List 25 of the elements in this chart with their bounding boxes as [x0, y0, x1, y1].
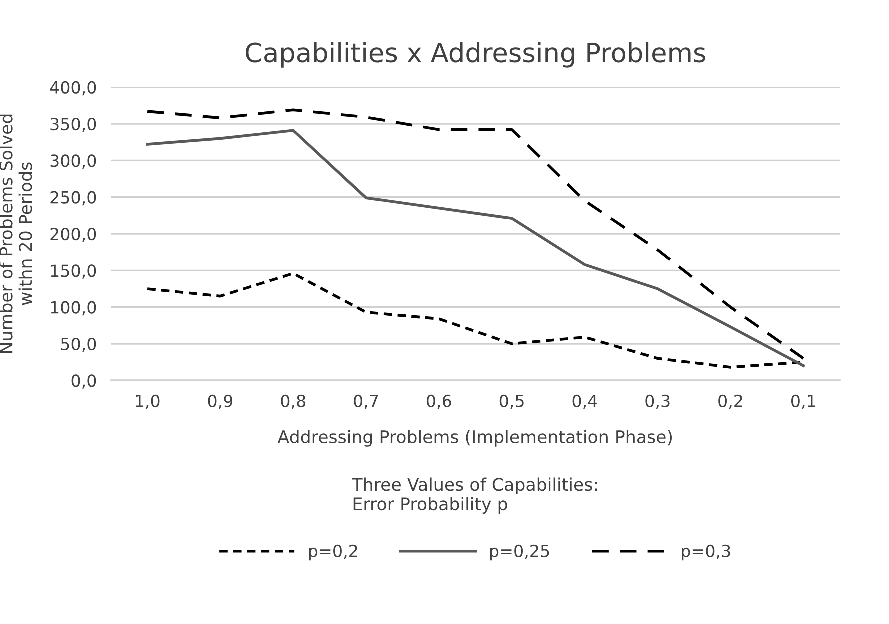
- x-tick-label: 0,8: [281, 394, 306, 410]
- x-tick-label: 1,0: [136, 394, 160, 410]
- y-tick-label: 150,0: [51, 264, 96, 279]
- legend-label: p=0,25: [490, 544, 550, 561]
- x-tick-label: 0,5: [500, 394, 524, 410]
- x-axis-title: Addressing Problems (Implementation Phase): [278, 430, 672, 447]
- x-tick-label: 0,1: [792, 394, 816, 410]
- chart-title: Capabilities x Addressing Problems: [246, 42, 706, 68]
- x-tick-label: 0,4: [572, 394, 598, 410]
- y-tick-label: 300,0: [50, 154, 96, 169]
- y-tick-label: 0,0: [72, 374, 96, 389]
- x-tick-label: 0,2: [718, 394, 742, 410]
- y-tick-label: 350,0: [50, 118, 96, 132]
- x-tick-label: 0,9: [208, 394, 233, 410]
- legend-title: Three Values of Capabilities: Error Probability p: [352, 478, 598, 514]
- y-tick-label: 100,0: [51, 301, 96, 316]
- y-tick-label: 250,0: [50, 191, 96, 206]
- y-tick-label: 200,0: [50, 228, 96, 242]
- legend-label: p=0,3: [682, 544, 730, 561]
- y-tick-label: 400,0: [50, 81, 96, 96]
- legend-label: p=0,2: [309, 544, 358, 561]
- x-tick-label: 0,3: [646, 394, 670, 410]
- y-tick-label: 50,0: [61, 338, 96, 352]
- x-tick-label: 0,6: [427, 394, 452, 410]
- x-tick-label: 0,7: [354, 394, 378, 410]
